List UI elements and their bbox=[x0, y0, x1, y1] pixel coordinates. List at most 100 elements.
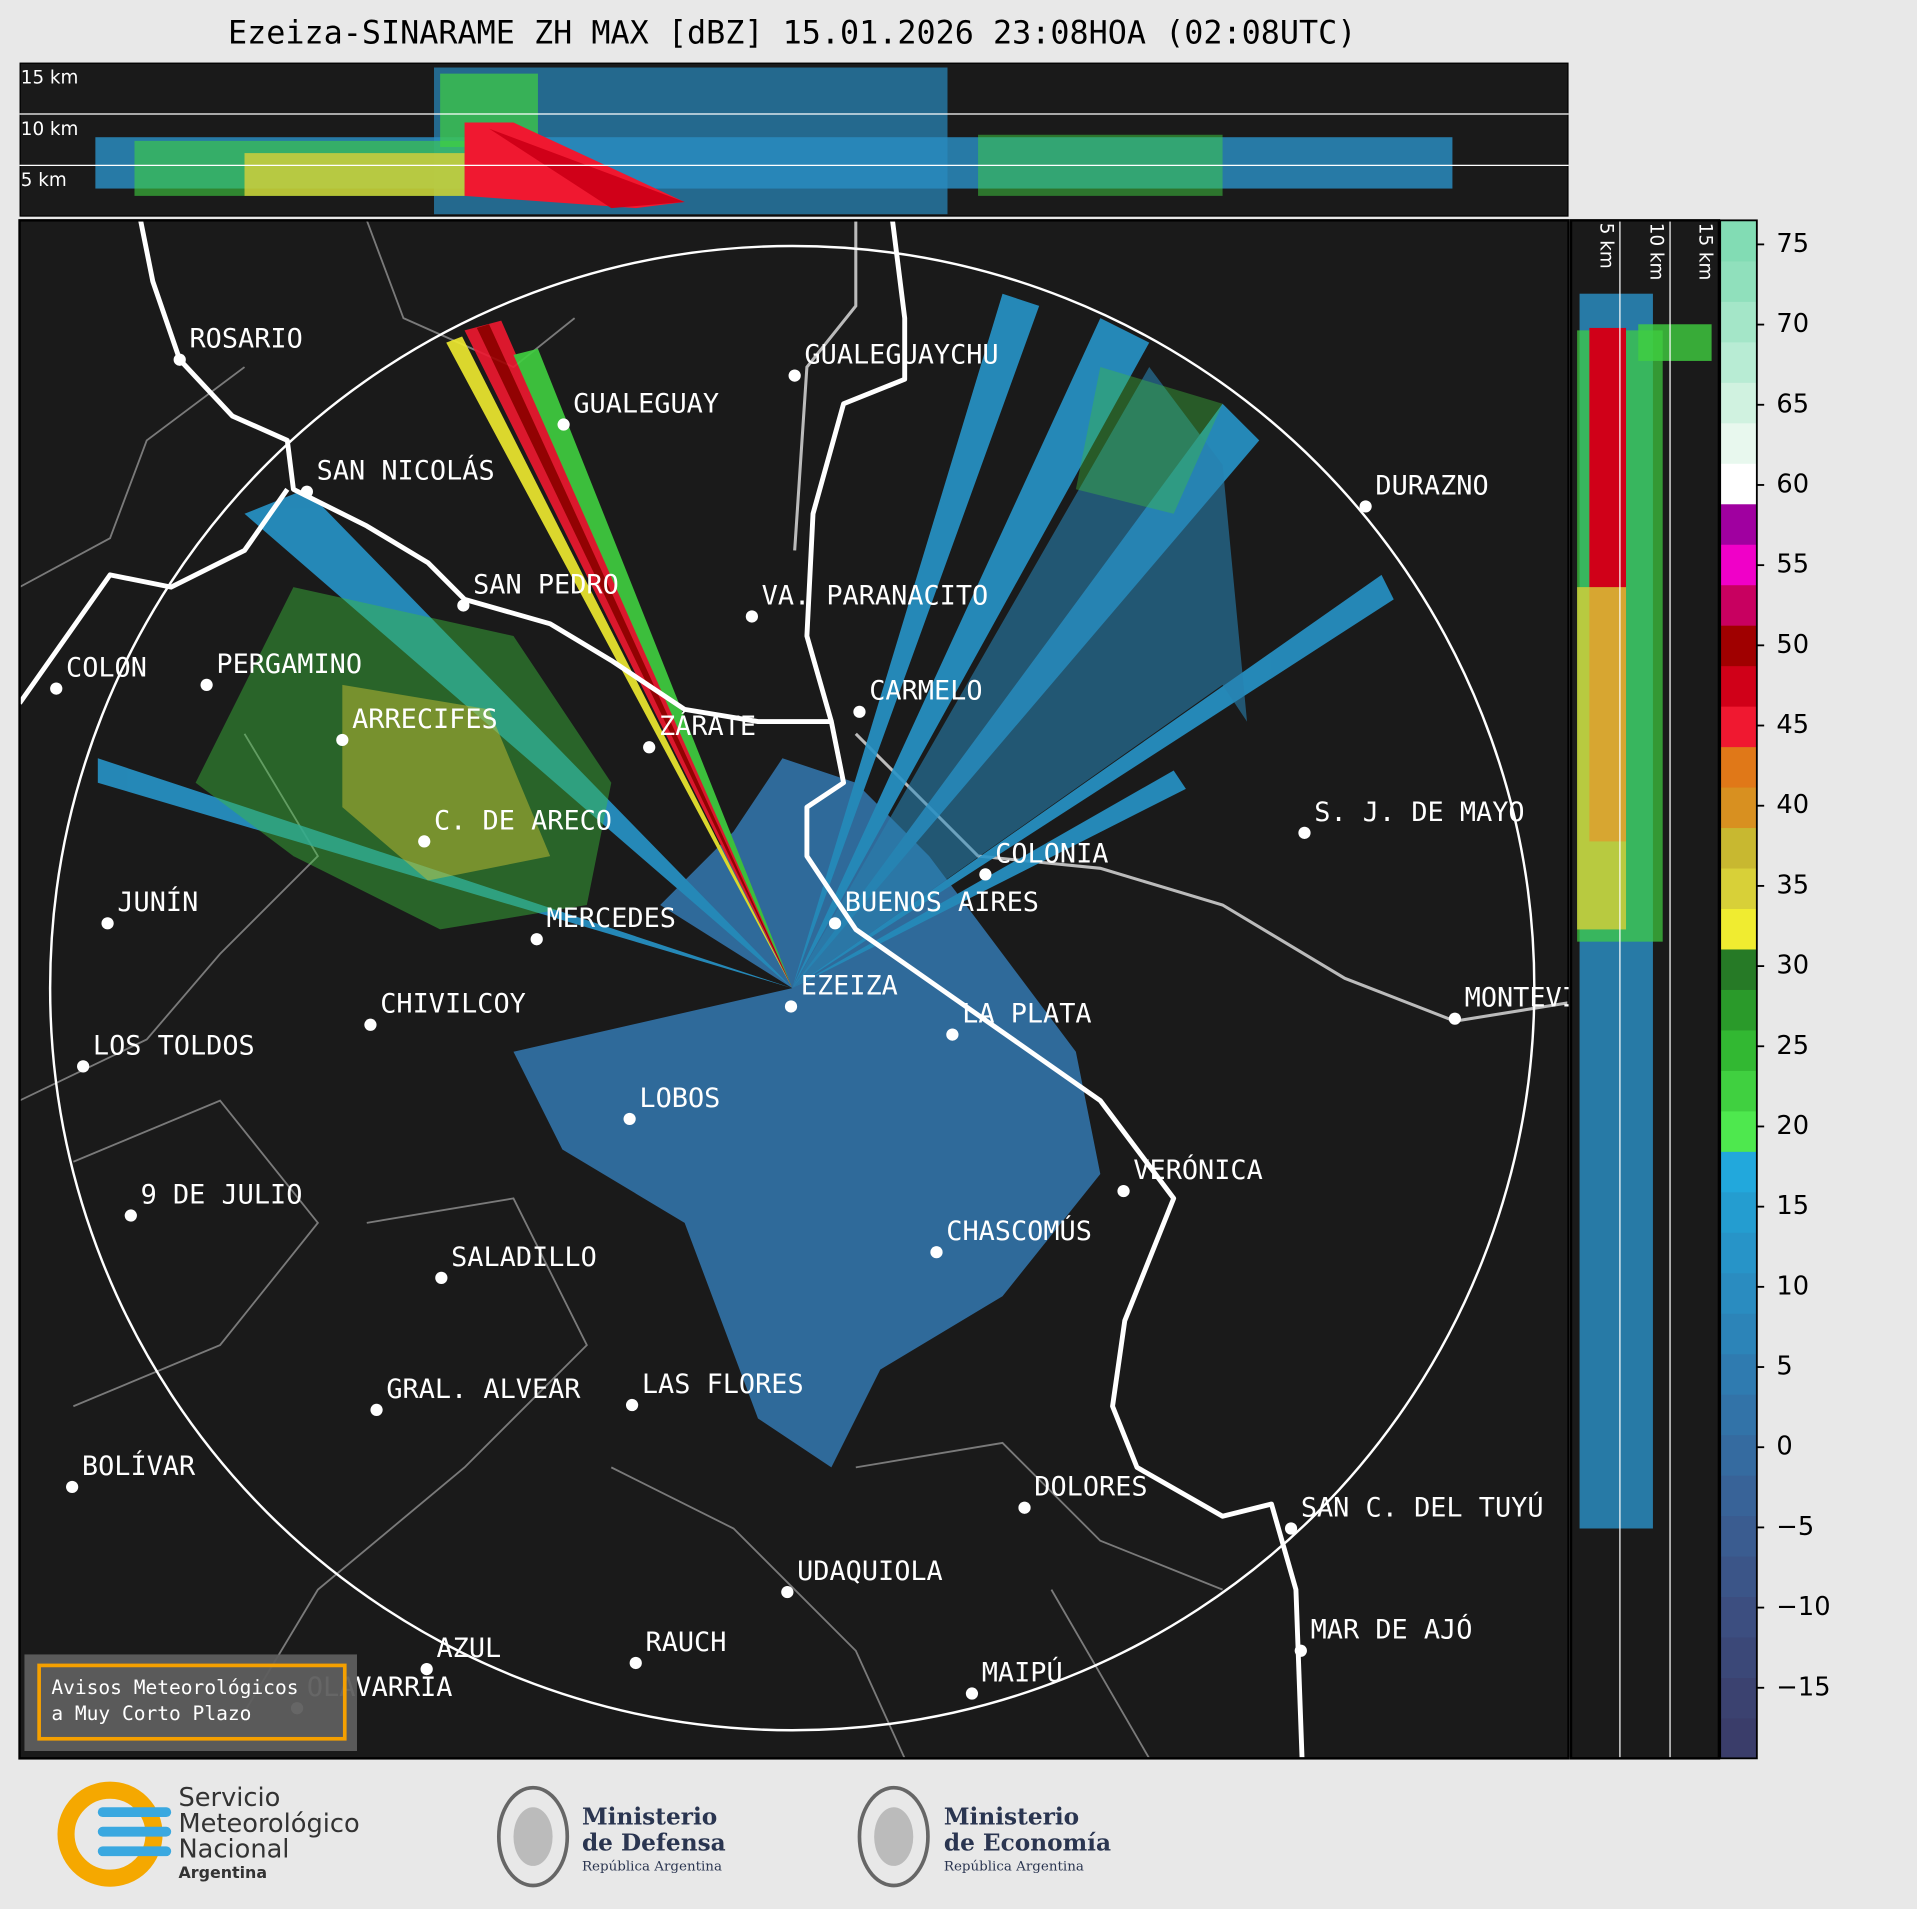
city-dot bbox=[1284, 1522, 1298, 1535]
city-label: BOLÍVAR bbox=[82, 1450, 196, 1482]
city-dot bbox=[930, 1246, 943, 1259]
city-dot bbox=[200, 678, 213, 692]
city-dot bbox=[1448, 1012, 1461, 1025]
color-band bbox=[1720, 706, 1757, 748]
color-band bbox=[1720, 584, 1757, 626]
city-dot bbox=[1294, 1644, 1307, 1657]
city-dot bbox=[625, 1398, 639, 1412]
colorbar-tick-label: 40 bbox=[1776, 790, 1809, 820]
city-label: SAN PEDRO bbox=[473, 569, 619, 600]
city-label: BUENOS AIRES bbox=[845, 887, 1039, 918]
city-dot bbox=[781, 1585, 794, 1599]
city-dot bbox=[530, 933, 543, 946]
city-label: AZUL bbox=[436, 1633, 501, 1664]
city-label: SALADILLO bbox=[451, 1242, 597, 1273]
color-band bbox=[1720, 1515, 1757, 1557]
city-dot bbox=[1018, 1501, 1031, 1514]
city-dot bbox=[370, 1403, 383, 1417]
colorbar-tick-label: 55 bbox=[1776, 550, 1809, 580]
smn-logo: Servicio Meteorológico Nacional Argentin… bbox=[57, 1781, 360, 1887]
color-band bbox=[1720, 382, 1757, 424]
color-band bbox=[1720, 1232, 1757, 1274]
colorbar-tick-label: 5 bbox=[1776, 1352, 1792, 1382]
city-label: UDAQUIOLA bbox=[797, 1556, 943, 1587]
color-band bbox=[1720, 827, 1757, 869]
city-dot bbox=[557, 418, 570, 431]
city-dot bbox=[435, 1271, 448, 1284]
color-band bbox=[1720, 1677, 1757, 1719]
city-label: DOLORES bbox=[1034, 1472, 1147, 1503]
color-band bbox=[1720, 1475, 1757, 1517]
height-label: 15 km bbox=[1694, 223, 1715, 281]
city-dot bbox=[828, 917, 842, 930]
colorbar-tick-label: 50 bbox=[1776, 630, 1809, 660]
logo-text: Nacional bbox=[178, 1835, 289, 1865]
city-label: VERÓNICA bbox=[1133, 1154, 1262, 1186]
color-band bbox=[1720, 1272, 1757, 1314]
city-label: LA PLATA bbox=[962, 999, 1091, 1030]
colorbar-tick-label: −10 bbox=[1776, 1592, 1830, 1622]
color-band bbox=[1720, 220, 1757, 262]
color-band bbox=[1720, 1191, 1757, 1233]
city-label: C. DE ARECO bbox=[434, 805, 612, 836]
city-label: CHIVILCOY bbox=[380, 989, 526, 1020]
city-dot bbox=[66, 1480, 79, 1494]
city-dot bbox=[1117, 1184, 1130, 1198]
city-dot bbox=[745, 610, 758, 623]
color-band bbox=[1720, 260, 1757, 302]
city-label: ARRECIFES bbox=[352, 704, 498, 735]
defensa-logo: Ministerio de Defensa República Argentin… bbox=[496, 1785, 726, 1888]
color-band bbox=[1720, 786, 1757, 829]
color-band bbox=[1720, 1636, 1757, 1679]
color-band bbox=[1720, 422, 1757, 464]
height-label: 10 km bbox=[21, 119, 79, 140]
warning-box[interactable] bbox=[24, 1654, 357, 1752]
colorbar-tick-label: 60 bbox=[1776, 469, 1809, 499]
city-label: SAN C. DEL TUYÚ bbox=[1301, 1491, 1544, 1523]
colorbar-tick-label: 75 bbox=[1776, 229, 1809, 259]
city-dot bbox=[77, 1060, 90, 1073]
city-dot bbox=[853, 705, 866, 718]
city-label: S. J. DE MAYO bbox=[1314, 797, 1524, 828]
city-dot bbox=[1298, 826, 1311, 839]
city-label: DURAZNO bbox=[1375, 470, 1488, 501]
logo-text: República Argentina bbox=[582, 1860, 722, 1875]
city-label: CHASCOMÚS bbox=[946, 1215, 1092, 1247]
city-label: RAUCH bbox=[646, 1627, 727, 1658]
map bbox=[19, 220, 1569, 1759]
height-label: 10 km bbox=[1645, 223, 1666, 281]
colorbar-tick-label: −15 bbox=[1776, 1672, 1830, 1702]
city-label: COLON bbox=[66, 653, 147, 684]
map-frame bbox=[18, 219, 1570, 1760]
city-label: LOS TOLDOS bbox=[93, 1030, 255, 1061]
city-dot bbox=[336, 733, 349, 747]
height-label: 5 km bbox=[1595, 223, 1616, 269]
height-label: 5 km bbox=[21, 170, 67, 191]
city-dot bbox=[965, 1687, 979, 1700]
city-label: GRAL. ALVEAR bbox=[386, 1374, 581, 1405]
logo-text: Meteorológico bbox=[178, 1809, 359, 1839]
logo-text: de Economía bbox=[944, 1829, 1111, 1856]
city-label: MAR DE AJÓ bbox=[1311, 1614, 1473, 1646]
colorbar-frame bbox=[1719, 219, 1758, 1760]
color-band bbox=[1720, 341, 1757, 383]
color-band bbox=[1720, 1110, 1757, 1152]
city-dot bbox=[629, 1656, 642, 1670]
logo-text: Servicio bbox=[178, 1783, 280, 1813]
colorbar-tick-label: 10 bbox=[1776, 1271, 1809, 1301]
city-dot bbox=[173, 353, 186, 366]
color-band bbox=[1720, 1394, 1757, 1436]
color-band bbox=[1720, 1313, 1757, 1355]
city-dot bbox=[946, 1028, 959, 1041]
city-dot bbox=[784, 1000, 798, 1013]
colorbar-tick-label: 45 bbox=[1776, 710, 1809, 740]
color-band bbox=[1720, 1070, 1757, 1112]
top-panel bbox=[19, 62, 1569, 217]
colorbar-tick-label: −5 bbox=[1776, 1512, 1814, 1542]
warning-border bbox=[37, 1663, 347, 1741]
color-band bbox=[1720, 1717, 1757, 1759]
city-label: ROSARIO bbox=[189, 324, 302, 355]
city-label: GUALEGUAY bbox=[573, 388, 719, 419]
city-label: LAS FLORES bbox=[642, 1369, 804, 1400]
